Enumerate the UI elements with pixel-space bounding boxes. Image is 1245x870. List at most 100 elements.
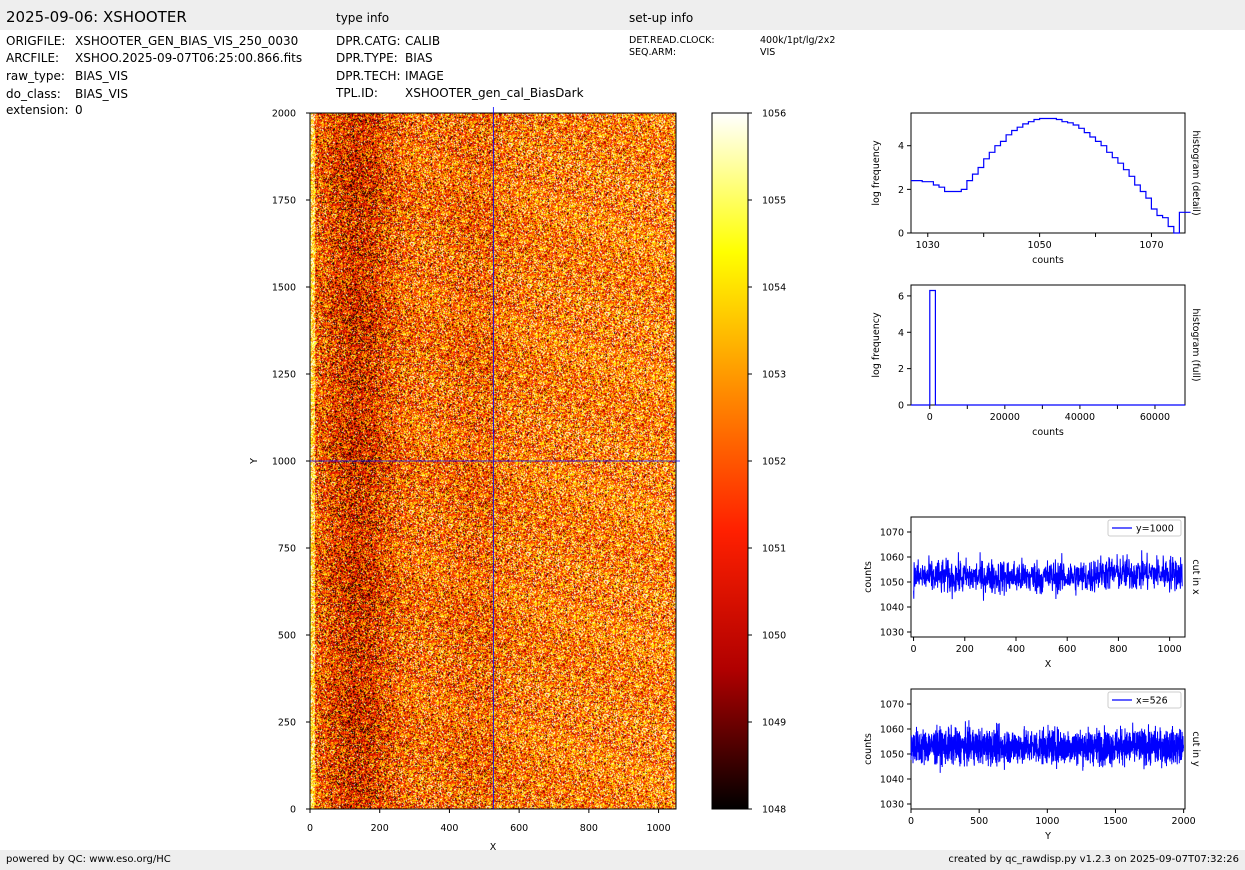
side-label: histogram (full) xyxy=(1190,308,1201,381)
y-tick-label: 1040 xyxy=(880,775,904,786)
y-tick-label: 1070 xyxy=(880,700,904,711)
colorbar-tick-label: 1056 xyxy=(762,109,786,120)
y-axis-label: log frequency xyxy=(871,140,882,206)
x-tick-label: 400 xyxy=(1007,644,1025,655)
colorbar-tick-label: 1051 xyxy=(762,544,786,555)
colorbar-tick-label: 1054 xyxy=(762,283,786,294)
setup-info-heading: set-up info xyxy=(629,11,694,25)
side-label: cut in x xyxy=(1190,559,1201,595)
setup-info-value: 400k/1pt/lg/2x2 xyxy=(760,35,836,46)
y-tick-label: 1070 xyxy=(880,528,904,539)
y-tick-label: 500 xyxy=(278,631,296,642)
x-tick-label: 0 xyxy=(911,644,917,655)
y-axis-label: log frequency xyxy=(871,312,882,378)
file-info-value: XSHOO.2025-09-07T06:25:00.866.fits xyxy=(75,51,303,65)
histogram-full-panel: 0 20000 40000 60000 0 2 4 6 counts log frequency h… xyxy=(871,284,1201,438)
x-tick-label: 200 xyxy=(371,823,389,834)
file-info-key: raw_type: xyxy=(6,69,65,83)
x-axis-label: X xyxy=(1045,659,1052,670)
x-tick-label: 0 xyxy=(908,816,914,827)
cut-line xyxy=(913,550,1183,601)
setup-info-key: DET.READ.CLOCK: xyxy=(629,35,715,46)
x-tick-label: 800 xyxy=(580,823,598,834)
type-info-value: XSHOOTER_gen_cal_BiasDark xyxy=(405,86,584,100)
histogram-full-line xyxy=(911,289,1185,406)
type-info-value: IMAGE xyxy=(405,69,444,83)
file-info-key: ORIGFILE: xyxy=(6,34,66,48)
x-tick-label: 1000 xyxy=(1035,816,1059,827)
side-label: cut in y xyxy=(1190,731,1201,767)
histogram-detail-line xyxy=(911,117,1191,234)
cut-line xyxy=(910,720,1184,773)
x-axis-label: Y xyxy=(1044,831,1051,842)
colorbar-tick-label: 1053 xyxy=(762,370,786,381)
y-tick-label: 250 xyxy=(278,718,296,729)
x-tick-label: 0 xyxy=(927,412,933,423)
axes-frame xyxy=(910,112,1186,234)
type-info-key: DPR.TYPE: xyxy=(336,51,398,65)
y-tick-label: 0 xyxy=(290,805,296,816)
y-tick-label: 1030 xyxy=(880,628,904,639)
image-heatmap-panel: 0 200 400 600 800 1000 0 250 500 750 1000 1250 1500 1… xyxy=(249,107,680,853)
type-info-heading: type info xyxy=(336,11,390,25)
footer-right: created by qc_rawdisp.py v1.2.3 on 2025-… xyxy=(948,854,1239,865)
x-tick-label: 1070 xyxy=(1139,240,1163,251)
colorbar-tick-label: 1050 xyxy=(762,631,786,642)
footer-bar xyxy=(0,850,1245,870)
colorbar-tick-label: 1052 xyxy=(762,457,786,468)
y-tick-label: 2000 xyxy=(272,109,296,120)
x-tick-label: 0 xyxy=(307,823,313,834)
x-tick-label: 1000 xyxy=(1158,644,1182,655)
setup-info-value: VIS xyxy=(760,47,776,58)
legend-label: y=1000 xyxy=(1136,524,1174,535)
cut-in-y-panel: 0 500 1000 1500 2000 1030 1040 1050 1060 1070 Ycou… xyxy=(863,688,1201,842)
x-tick-label: 60000 xyxy=(1140,412,1170,423)
x-tick-label: 500 xyxy=(970,816,988,827)
y-tick-label: 1040 xyxy=(880,603,904,614)
y-tick-label: 2 xyxy=(898,185,904,196)
legend-box xyxy=(1107,691,1182,709)
type-info-value: CALIB xyxy=(405,34,441,48)
cut-in-x-panel: 0 200 400 600 800 1000 1030 1040 1050 1060 1070 Xco… xyxy=(863,516,1201,670)
x-tick-label: 1000 xyxy=(646,823,670,834)
x-tick-label: 1050 xyxy=(1028,240,1052,251)
colorbar-tick-label: 1049 xyxy=(762,718,786,729)
x-tick-label: 600 xyxy=(1058,644,1076,655)
x-tick-label: 200 xyxy=(956,644,974,655)
page-title: 2025-09-06: XSHOOTER xyxy=(6,8,187,26)
y-tick-label: 0 xyxy=(898,401,904,412)
y-tick-label: 4 xyxy=(898,328,904,339)
y-tick-label: 1030 xyxy=(880,800,904,811)
y-tick-label: 1050 xyxy=(880,578,904,589)
y-tick-label: 1750 xyxy=(272,196,296,207)
file-info-value: BIAS_VIS xyxy=(75,69,128,83)
file-info-key: do_class: xyxy=(6,87,61,101)
file-info-value: BIAS_VIS xyxy=(75,87,128,101)
colorbar xyxy=(711,112,749,810)
colorbar-tick-label: 1048 xyxy=(762,805,786,816)
x-axis-label: X xyxy=(490,842,497,853)
y-tick-label: 1050 xyxy=(880,750,904,761)
y-tick-label: 750 xyxy=(278,544,296,555)
y-tick-label: 4 xyxy=(898,141,904,152)
axes-frame xyxy=(910,516,1186,638)
x-axis-label: counts xyxy=(1032,427,1064,438)
y-tick-label: 1060 xyxy=(880,553,904,564)
y-tick-label: 1000 xyxy=(272,457,296,468)
colorbar-panel: 1048 1049 1050 1051 1052 1053 1054 1055 1056 xyxy=(711,109,786,816)
axes-frame xyxy=(910,284,1186,406)
footer-left: powered by QC: www.eso.org/HC xyxy=(6,854,171,865)
header-bar xyxy=(0,0,1245,30)
type-info-key: TPL.ID: xyxy=(336,86,378,100)
file-info-value: XSHOOTER_GEN_BIAS_VIS_250_0030 xyxy=(75,34,299,48)
type-info-key: DPR.CATG: xyxy=(336,34,401,48)
y-tick-label: 1250 xyxy=(272,370,296,381)
x-tick-label: 2000 xyxy=(1172,816,1196,827)
file-info-key: extension: xyxy=(6,103,69,117)
x-tick-label: 800 xyxy=(1109,644,1127,655)
type-info-key: DPR.TECH: xyxy=(336,69,401,83)
x-tick-label: 40000 xyxy=(1065,412,1095,423)
legend-label: x=526 xyxy=(1136,696,1168,707)
y-tick-label: 1500 xyxy=(272,283,296,294)
